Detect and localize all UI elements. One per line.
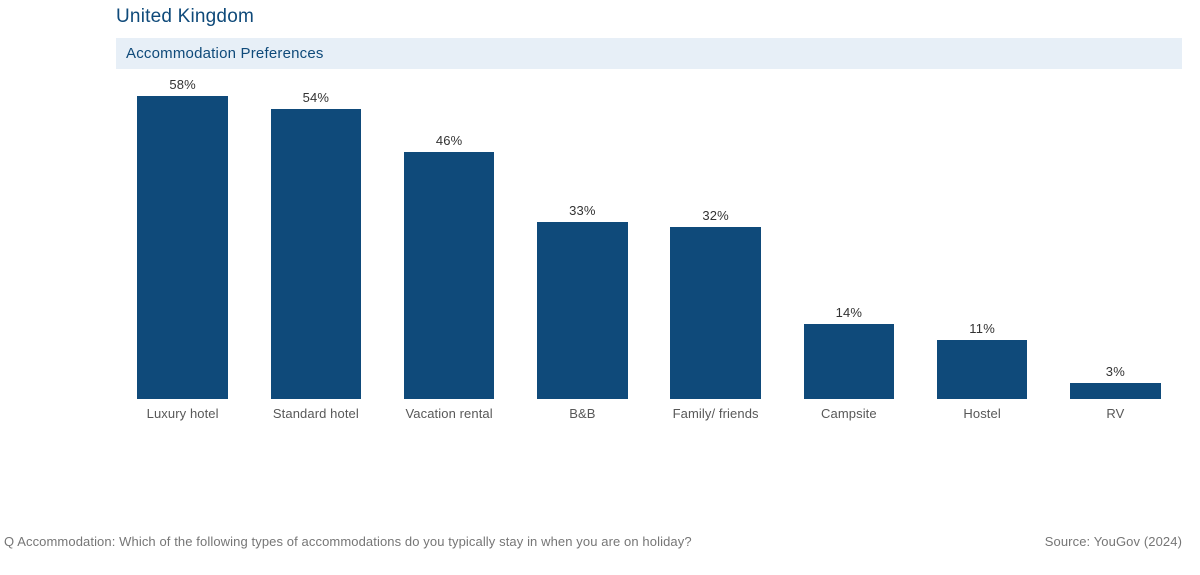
x-axis-label: Vacation rental (383, 406, 516, 421)
bar-col: 11% (916, 77, 1049, 399)
bar-value-label: 32% (702, 208, 729, 223)
bar-value-label: 11% (969, 321, 995, 336)
bar-value-label: 33% (569, 203, 596, 218)
x-axis-label: Luxury hotel (116, 406, 249, 421)
bar (670, 227, 761, 399)
bar (271, 109, 362, 399)
bar (537, 222, 628, 399)
footer: Q Accommodation: Which of the following … (4, 534, 1182, 549)
footer-source: Source: YouGov (2024) (1045, 534, 1182, 549)
bar (937, 340, 1028, 399)
page-title: United Kingdom (116, 6, 1182, 28)
bar-value-label: 14% (836, 305, 863, 320)
bar-col: 3% (1049, 77, 1182, 399)
x-axis-label: RV (1049, 406, 1182, 421)
bar-col: 54% (249, 77, 382, 399)
bar-value-label: 54% (303, 90, 330, 105)
bar-col: 32% (649, 77, 782, 399)
bar-value-label: 46% (436, 133, 463, 148)
bar-col: 14% (782, 77, 915, 399)
bar (804, 324, 895, 399)
bar-col: 46% (383, 77, 516, 399)
bar-value-label: 58% (169, 77, 196, 92)
x-axis-label: Hostel (916, 406, 1049, 421)
x-axis-label: Standard hotel (249, 406, 382, 421)
bar (137, 96, 228, 399)
bar-chart: 58% 54% 46% 33% 32% 14% 11% 3% Luxury hotelStan… (116, 77, 1182, 429)
footer-question: Q Accommodation: Which of the following … (4, 534, 692, 549)
x-axis-label: Family/ friends (649, 406, 782, 421)
bar-col: 58% (116, 77, 249, 399)
subtitle-bar: Accommodation Preferences (116, 38, 1182, 69)
bar (404, 152, 495, 399)
bar-value-label: 3% (1106, 364, 1125, 379)
bar (1070, 383, 1161, 399)
bar-col: 33% (516, 77, 649, 399)
x-axis-label: Campsite (782, 406, 915, 421)
x-axis-label: B&B (516, 406, 649, 421)
